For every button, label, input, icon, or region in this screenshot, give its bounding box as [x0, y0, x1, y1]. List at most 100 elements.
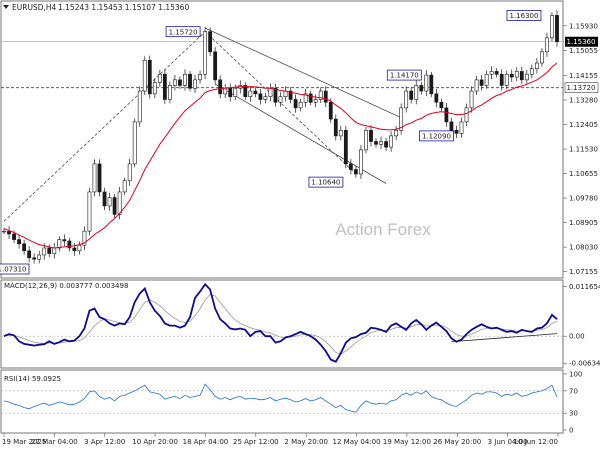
time-tick-label: 19 Mar 2025 [2, 438, 46, 446]
candle [399, 107, 404, 131]
candle [173, 79, 177, 86]
time-tick-label: 18 Apr 04:00 [183, 438, 229, 446]
candle [338, 129, 343, 137]
price-tick-label: 1.14155 [569, 72, 598, 80]
candle [434, 93, 439, 103]
time-tick-label: 19 May 12:00 [383, 438, 431, 446]
candle [529, 68, 534, 75]
rsi-line [3, 383, 558, 413]
rsi-tick-label: 70 [569, 387, 578, 395]
candle [27, 250, 32, 259]
candle [555, 15, 559, 43]
price-label-box: 1.10640 [308, 176, 344, 188]
time-tick-label: 3 Jun 04:00 [488, 438, 528, 446]
candle [213, 51, 218, 81]
candle [57, 239, 62, 249]
ohlc-label: 1.15243 1.15453 1.15107 1.15360 [58, 3, 189, 12]
candle [514, 71, 519, 78]
candle [524, 73, 529, 81]
price-tick-label: 1.11530 [569, 146, 598, 154]
price-label-text: 1.10640 [311, 179, 340, 187]
collapse-triangle-icon [3, 5, 9, 9]
header: EURUSD,H4 1.15243 1.15453 1.15107 1.1536… [3, 3, 189, 12]
candle [509, 73, 514, 78]
candle [540, 51, 544, 64]
price-tick-label: 1.13280 [569, 97, 598, 105]
candle [459, 121, 464, 134]
candle [419, 85, 424, 92]
time-tick-label: 10 Apr 20:00 [132, 438, 178, 446]
time-tick-label: 26 May 20:00 [433, 438, 481, 446]
price-tick-label: 1.09780 [569, 195, 598, 203]
candle [298, 101, 303, 109]
candle [183, 73, 187, 86]
candle [2, 230, 6, 233]
candle [102, 191, 107, 207]
candle [198, 73, 202, 81]
price-tick-label: 1.07155 [569, 268, 598, 276]
watermark-text: Action Forex [335, 220, 431, 239]
time-tick-label: 12 May 04:00 [333, 438, 381, 446]
candle [545, 37, 549, 53]
candle [519, 71, 524, 81]
candle [72, 247, 77, 252]
candle [253, 90, 258, 95]
price-label-text: 1.14170 [390, 72, 419, 80]
candle [278, 96, 283, 103]
price-candles [2, 10, 559, 264]
candle [273, 87, 278, 103]
channel-lower-line [214, 83, 387, 184]
dashed-rise-trendline [3, 31, 206, 222]
time-tick-label: 25 Apr 12:00 [233, 438, 279, 446]
candle [188, 73, 192, 89]
candle [67, 240, 72, 249]
macd-axis: 0.011654 0.00 -0.006345 [563, 283, 600, 368]
rsi-panel-frame [0, 369, 564, 434]
candle [444, 107, 449, 123]
candle [474, 79, 479, 92]
candle [328, 101, 333, 120]
candle [318, 90, 323, 100]
candle [223, 87, 228, 95]
candle [308, 93, 313, 103]
candle [494, 71, 499, 75]
candle [107, 197, 112, 207]
candle [233, 87, 238, 97]
candle [147, 59, 152, 95]
candle [479, 79, 484, 86]
candle [449, 121, 454, 131]
trendlines [3, 27, 402, 222]
candle [504, 73, 509, 86]
candle [22, 243, 27, 252]
dashed-fall-trendline [204, 31, 357, 175]
candle [348, 163, 353, 170]
candle [218, 79, 223, 95]
rsi-header: RSI(14) 59.0925 [4, 375, 61, 383]
candle [157, 73, 162, 83]
price-panel-frame [0, 0, 564, 279]
candle [288, 90, 293, 100]
candle [404, 90, 409, 109]
price-tick-label: 1.15930 [569, 22, 598, 30]
price-label-box: 1.12090 [419, 130, 454, 142]
candle [354, 169, 358, 175]
candle [112, 197, 117, 215]
price-label-box: 1.15720 [165, 26, 201, 38]
rsi-axis: 100 70 30 0 [563, 371, 582, 435]
price-tick-label: 1.15055 [569, 47, 598, 55]
candle [62, 239, 67, 242]
candle [87, 191, 92, 232]
candle [313, 99, 318, 103]
candle [409, 90, 414, 100]
candle [484, 73, 489, 86]
candle [374, 141, 378, 145]
candle [323, 90, 328, 103]
candle [142, 59, 147, 92]
candle [258, 93, 263, 100]
candle [168, 85, 172, 100]
price-label-box: 1.16300 [506, 10, 542, 21]
price-label-box: 1.07310 [0, 263, 30, 275]
candle [384, 141, 388, 148]
channel-upper-line [204, 27, 402, 118]
